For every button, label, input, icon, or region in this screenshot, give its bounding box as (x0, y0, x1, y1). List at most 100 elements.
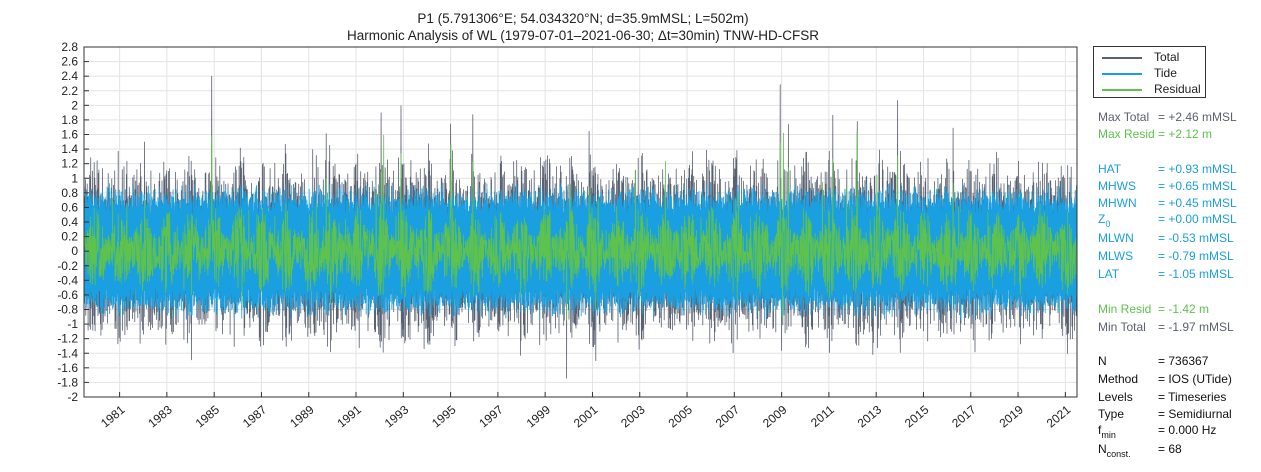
y-tick-label: 0.8 (61, 186, 78, 200)
y-tick-label: -0.2 (57, 259, 78, 273)
x-axis: 1981 1983 1985 1987 1989 1991 1993 1995 1997 1999… (98, 392, 1074, 430)
stat-label-main: f (1098, 423, 1102, 437)
stat-label: Type (1098, 407, 1125, 421)
stat-label-main: N (1098, 442, 1107, 456)
stat-label: MLWS (1098, 249, 1134, 263)
stat-label: fmin (1098, 423, 1116, 440)
y-tick-label: 1 (71, 171, 78, 185)
stat-value: = Timeseries (1158, 390, 1227, 404)
x-tick-label: 2001 (571, 402, 601, 430)
y-tick-label: -1.6 (57, 361, 78, 375)
y-tick-label: 0.4 (61, 215, 78, 229)
x-tick-label: 1983 (145, 402, 175, 430)
stat-label-sub: const. (1106, 449, 1131, 459)
y-tick-label: 0 (71, 244, 78, 258)
y-tick-label: -1.8 (57, 375, 78, 389)
x-tick-label: 1985 (193, 402, 223, 430)
x-tick-label: 2007 (713, 402, 743, 430)
x-tick-label: 2015 (902, 402, 932, 430)
y-tick-label: 1.2 (61, 157, 78, 171)
stat-label: MHWN (1098, 196, 1137, 210)
x-tick-label: 2009 (760, 402, 790, 430)
stat-value: = IOS (UTide) (1158, 372, 1232, 386)
x-tick-label: 1989 (287, 402, 317, 430)
x-tick-label: 1995 (429, 402, 459, 430)
y-tick-label: -0.8 (57, 303, 78, 317)
legend-swatch-total (1102, 57, 1142, 59)
chart-title: P1 (5.791306°E; 54.034320°N; d=35.9mMSL;… (417, 11, 748, 26)
x-tick-label: 2013 (855, 402, 885, 430)
stat-value: = +0.45 mMSL (1158, 196, 1237, 210)
stat-label-sub: 0 (1105, 219, 1111, 229)
stat-value: = 68 (1158, 442, 1182, 456)
stat-label: MLWN (1098, 231, 1134, 245)
y-tick-label: 1.4 (61, 142, 78, 156)
stat-value: = +0.00 mMSL (1158, 212, 1237, 226)
stat-label: Nconst. (1098, 442, 1131, 459)
y-tick-label: 1.6 (61, 128, 78, 142)
stat-label: Min Total (1098, 320, 1146, 334)
legend-swatch-tide (1102, 73, 1142, 75)
stat-value: = -1.97 mMSL (1158, 320, 1234, 334)
legend-label-tide: Tide (1154, 66, 1177, 80)
stat-value: = +0.93 mMSL (1158, 162, 1237, 176)
stat-value: = Semidiurnal (1158, 407, 1232, 421)
stat-label: HAT (1098, 162, 1122, 176)
x-tick-label: 1999 (524, 402, 554, 430)
x-tick-label: 2005 (666, 402, 696, 430)
stat-value: = -0.79 mMSL (1158, 249, 1234, 263)
y-tick-label: 0.2 (61, 230, 78, 244)
y-tick-label: 0.6 (61, 200, 78, 214)
stat-label-sub: min (1101, 430, 1116, 440)
x-tick-label: 2021 (1044, 402, 1074, 430)
stat-label-main: Z (1098, 212, 1106, 226)
y-tick-label: -1.2 (57, 332, 78, 346)
legend-item-residual: Residual (1094, 81, 1205, 97)
series-residual-line (83, 132, 1078, 322)
x-tick-label: 2017 (949, 402, 979, 430)
stat-label: Max Resid (1098, 127, 1155, 141)
legend-item-tide: Tide (1094, 65, 1205, 81)
y-tick-label: 2.2 (61, 84, 78, 98)
legend-swatch-residual (1102, 89, 1142, 91)
stat-value: = -1.42 m (1158, 302, 1210, 316)
x-tick-label: 2019 (997, 402, 1027, 430)
x-tick-label: 1987 (240, 402, 270, 430)
stat-label: MHWS (1098, 179, 1136, 193)
x-tick-label: 2003 (618, 402, 648, 430)
x-tick-label: 1991 (334, 402, 364, 430)
x-tick-label: 1997 (476, 402, 506, 430)
y-tick-label: 2.4 (61, 69, 78, 83)
stat-label: Method (1098, 372, 1139, 386)
stat-value: = +2.12 m (1158, 127, 1213, 141)
stat-label: LAT (1098, 267, 1120, 281)
legend-label-total: Total (1154, 50, 1180, 64)
stat-label: Levels (1098, 390, 1133, 404)
stat-value: = -1.05 mMSL (1158, 267, 1234, 281)
y-tick-label: 2.6 (61, 55, 78, 69)
plot-series (83, 75, 1078, 379)
y-tick-label: -2 (67, 390, 78, 404)
stat-value: = 736367 (1158, 354, 1209, 368)
y-axis: 2.82.62.42.221.81.61.41.210.80.60.40.20-… (57, 40, 89, 404)
stat-label: Min Resid (1098, 302, 1152, 316)
x-tick-label: 1993 (382, 402, 412, 430)
y-tick-label: 2.8 (61, 40, 78, 54)
stat-label: Max Total (1098, 110, 1150, 124)
x-tick-label: 2011 (808, 402, 837, 430)
y-tick-label: 1.8 (61, 113, 78, 127)
stat-label: Z0 (1098, 212, 1111, 229)
y-tick-label: -0.6 (57, 288, 78, 302)
chart-subtitle: Harmonic Analysis of WL (1979-07-01–2021… (347, 28, 819, 43)
stat-value: = +2.46 mMSL (1158, 110, 1237, 124)
legend-item-total: Total (1094, 49, 1205, 65)
stat-value: = 0.000 Hz (1158, 423, 1217, 437)
x-tick-label: 1981 (98, 402, 128, 430)
y-tick-label: -1.4 (57, 346, 78, 360)
stat-value: = -0.53 mMSL (1158, 231, 1234, 245)
stat-value: = +0.65 mMSL (1158, 179, 1237, 193)
y-tick-label: -1 (67, 317, 78, 331)
y-tick-label: -0.4 (57, 273, 78, 287)
legend-label-residual: Residual (1154, 82, 1201, 96)
